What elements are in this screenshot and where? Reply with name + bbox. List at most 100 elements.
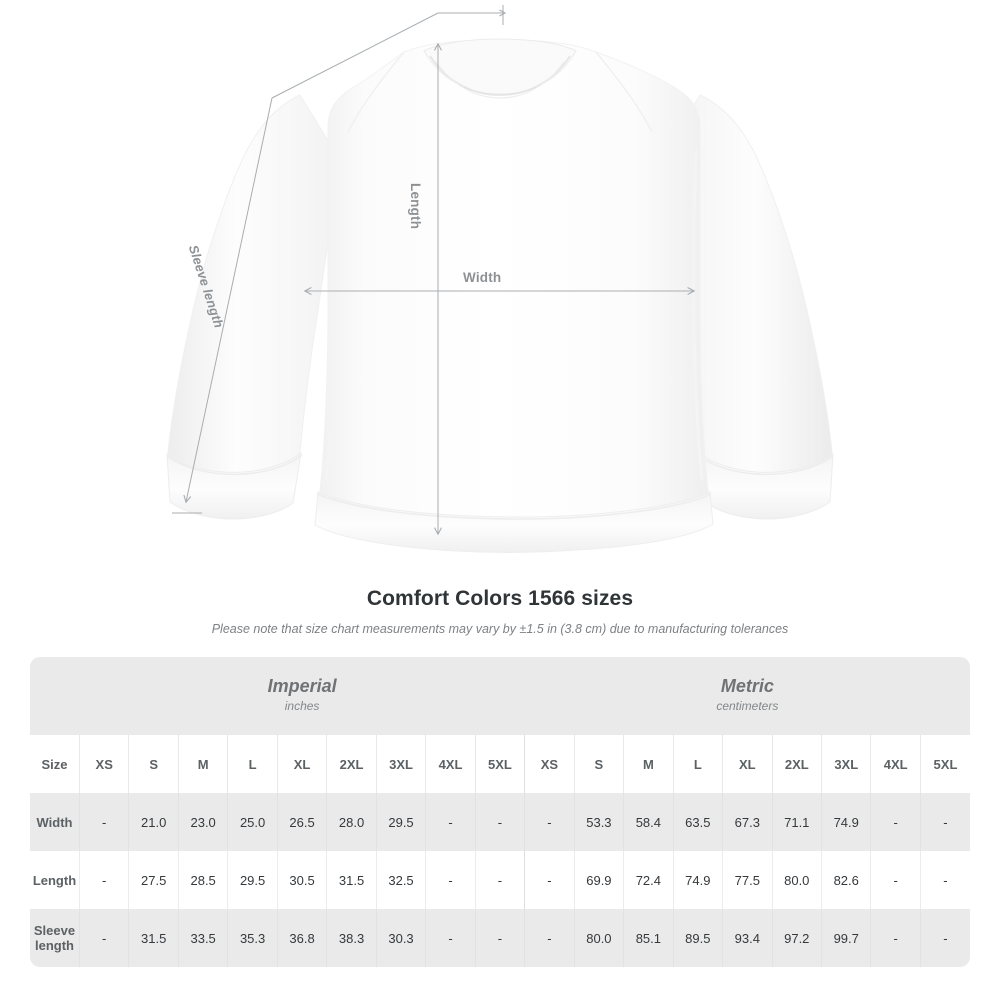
table-row: Length - 27.5 28.5 29.5 30.5 31.5 32.5 -…: [30, 851, 970, 909]
cell-sleeve-imperial-l: 35.3: [227, 909, 278, 967]
dimension-lines: [172, 5, 696, 536]
unit-imperial-name: Imperial: [267, 676, 337, 697]
col-header-imperial-m: M: [178, 735, 229, 793]
size-table-wrapper: Imperial inches Metric centimeters Size …: [30, 657, 970, 967]
cell-length-metric-2xl: 80.0: [772, 851, 823, 909]
column-header-size: Size: [30, 735, 80, 793]
cell-width-metric-m: 58.4: [623, 793, 674, 851]
unit-banner-row: Imperial inches Metric centimeters: [30, 657, 970, 735]
col-header-metric-xs: XS: [524, 735, 575, 793]
cell-length-metric-s: 69.9: [574, 851, 625, 909]
cell-length-metric-xl: 77.5: [722, 851, 773, 909]
col-header-metric-s: S: [574, 735, 625, 793]
cell-sleeve-imperial-xl: 36.8: [277, 909, 328, 967]
unit-metric-cell: Metric centimeters: [524, 657, 970, 735]
row-label-width: Width: [30, 793, 80, 851]
unit-imperial-cell: Imperial inches: [79, 657, 525, 735]
col-header-imperial-3xl: 3XL: [376, 735, 427, 793]
cell-length-metric-4xl: -: [870, 851, 921, 909]
row-label-length: Length: [30, 851, 80, 909]
sweatshirt-body: [314, 38, 714, 553]
cell-sleeve-metric-xs: -: [524, 909, 575, 967]
cell-sleeve-metric-2xl: 97.2: [772, 909, 823, 967]
length-dimension-label: Length: [408, 183, 423, 230]
cell-sleeve-imperial-m: 33.5: [178, 909, 229, 967]
cell-sleeve-imperial-3xl: 30.3: [376, 909, 427, 967]
unit-metric-name: Metric: [720, 676, 774, 697]
table-row: Width - 21.0 23.0 25.0 26.5 28.0 29.5 - …: [30, 793, 970, 851]
cell-width-imperial-xs: -: [79, 793, 130, 851]
cell-length-imperial-l: 29.5: [227, 851, 278, 909]
cell-sleeve-metric-5xl: -: [920, 909, 970, 967]
cell-width-metric-5xl: -: [920, 793, 970, 851]
sleeve-diagonal-lower: [183, 97, 273, 504]
sleeve-diagonal-upper: [271, 12, 439, 99]
cell-width-metric-l: 63.5: [673, 793, 724, 851]
cell-sleeve-metric-3xl: 99.7: [821, 909, 872, 967]
page-title: Comfort Colors 1566 sizes: [366, 587, 634, 610]
cell-sleeve-metric-s: 80.0: [574, 909, 625, 967]
col-header-imperial-5xl: 5XL: [475, 735, 526, 793]
cell-length-imperial-s: 27.5: [128, 851, 179, 909]
cell-length-metric-5xl: -: [920, 851, 970, 909]
cell-sleeve-metric-l: 89.5: [673, 909, 724, 967]
size-header-row: Size XS S M L XL 2XL 3XL 4XL 5XL XS S M …: [30, 735, 970, 793]
cell-width-imperial-l: 25.0: [227, 793, 278, 851]
col-header-metric-4xl: 4XL: [870, 735, 921, 793]
cell-length-imperial-5xl: -: [475, 851, 526, 909]
unit-banner-spacer: [30, 657, 80, 735]
cell-length-metric-3xl: 82.6: [821, 851, 872, 909]
cell-sleeve-metric-xl: 93.4: [722, 909, 773, 967]
size-table: Imperial inches Metric centimeters Size …: [30, 657, 970, 967]
unit-metric-sub: centimeters: [716, 698, 779, 713]
cell-sleeve-imperial-s: 31.5: [128, 909, 179, 967]
cell-width-metric-xs: -: [524, 793, 575, 851]
cell-width-metric-3xl: 74.9: [821, 793, 872, 851]
cell-width-imperial-3xl: 29.5: [376, 793, 427, 851]
cell-sleeve-imperial-xs: -: [79, 909, 130, 967]
cell-length-imperial-m: 28.5: [178, 851, 229, 909]
cell-length-metric-m: 72.4: [623, 851, 674, 909]
cell-length-imperial-3xl: 32.5: [376, 851, 427, 909]
garment-illustration: Width Length Sleeve length: [166, 5, 834, 553]
row-label-sleeve-length: Sleeve length: [30, 909, 80, 967]
col-header-imperial-s: S: [128, 735, 179, 793]
cell-width-imperial-xl: 26.5: [277, 793, 328, 851]
cell-sleeve-imperial-4xl: -: [425, 909, 476, 967]
col-header-metric-5xl: 5XL: [920, 735, 970, 793]
table-row: Sleeve length - 31.5 33.5 35.3 36.8 38.3…: [30, 909, 970, 967]
cell-width-metric-4xl: -: [870, 793, 921, 851]
sweatshirt-svg: [166, 5, 834, 553]
unit-imperial-sub: inches: [284, 698, 320, 713]
cell-length-imperial-xl: 30.5: [277, 851, 328, 909]
right-sleeve: [659, 94, 834, 520]
col-header-imperial-4xl: 4XL: [425, 735, 476, 793]
col-header-metric-3xl: 3XL: [821, 735, 872, 793]
cell-length-imperial-xs: -: [79, 851, 130, 909]
title-block: Comfort Colors 1566 sizes Please note th…: [0, 575, 1000, 636]
cell-width-metric-2xl: 71.1: [772, 793, 823, 851]
cell-width-metric-xl: 67.3: [722, 793, 773, 851]
cell-length-metric-xs: -: [524, 851, 575, 909]
cell-width-imperial-2xl: 28.0: [326, 793, 377, 851]
cell-sleeve-metric-m: 85.1: [623, 909, 674, 967]
cell-width-imperial-5xl: -: [475, 793, 526, 851]
left-sleeve: [166, 94, 341, 520]
col-header-imperial-2xl: 2XL: [326, 735, 377, 793]
cell-width-imperial-s: 21.0: [128, 793, 179, 851]
col-header-imperial-l: L: [227, 735, 278, 793]
cell-width-metric-s: 53.3: [574, 793, 625, 851]
col-header-metric-l: L: [673, 735, 724, 793]
cell-width-imperial-m: 23.0: [178, 793, 229, 851]
cell-sleeve-imperial-2xl: 38.3: [326, 909, 377, 967]
cell-length-imperial-4xl: -: [425, 851, 476, 909]
cell-sleeve-metric-4xl: -: [870, 909, 921, 967]
col-header-metric-m: M: [623, 735, 674, 793]
col-header-imperial-xl: XL: [277, 735, 328, 793]
cell-length-imperial-2xl: 31.5: [326, 851, 377, 909]
cell-sleeve-imperial-5xl: -: [475, 909, 526, 967]
width-dimension-label: Width: [463, 270, 502, 285]
tolerance-note: Please note that size chart measurements…: [211, 622, 789, 636]
cell-width-imperial-4xl: -: [425, 793, 476, 851]
